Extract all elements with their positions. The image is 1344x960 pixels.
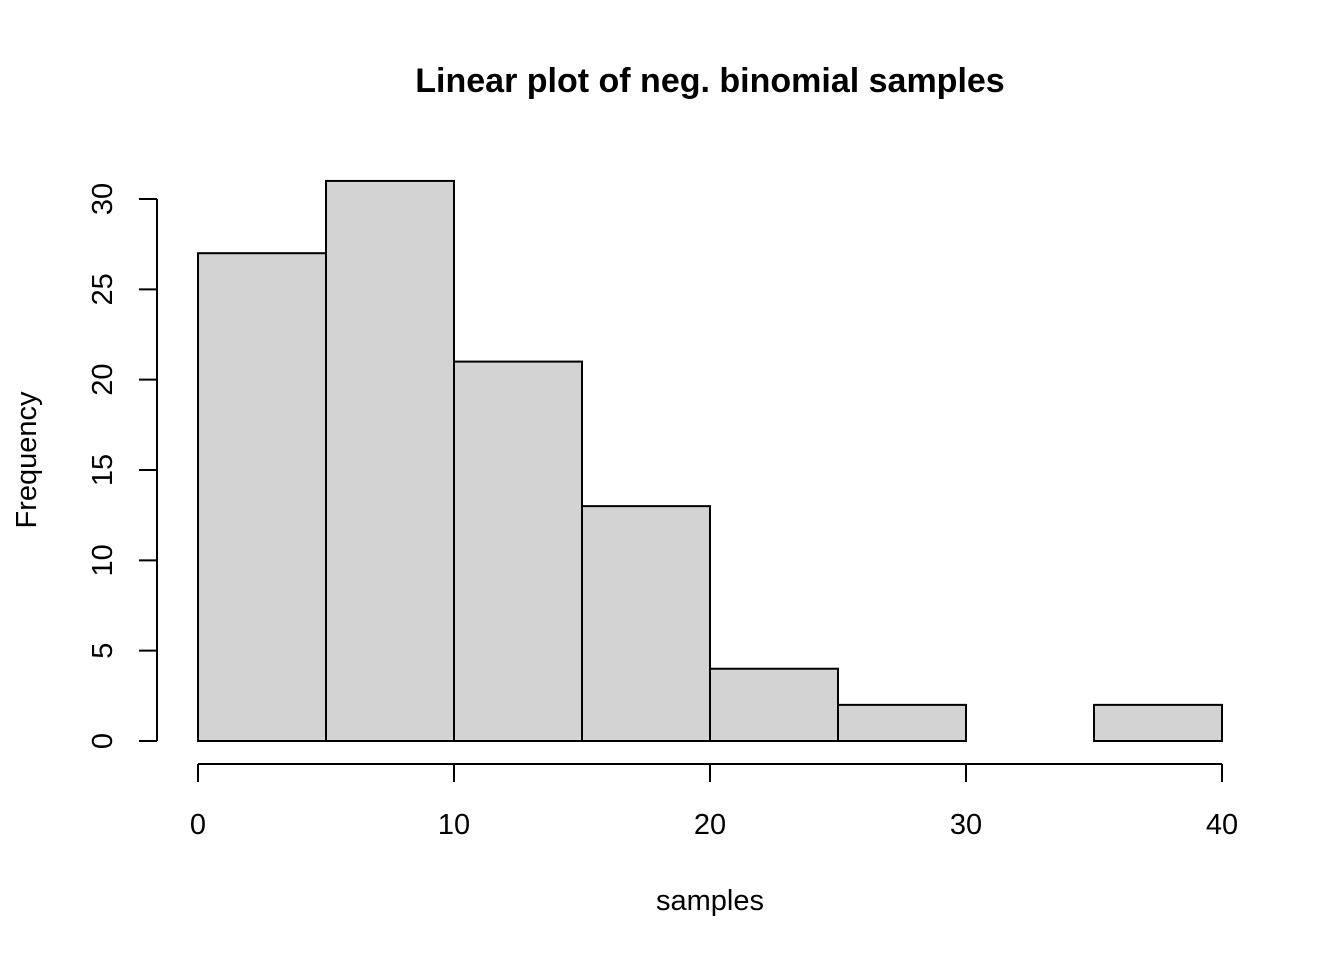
bars-group bbox=[197, 179, 1223, 743]
histogram-bar-1 bbox=[325, 179, 455, 742]
y-axis: 0 5 10 15 20 25 30 bbox=[87, 183, 158, 749]
y-tick-label-0: 0 bbox=[87, 733, 119, 749]
x-axis-label: samples bbox=[656, 885, 764, 917]
x-tick-label-40: 40 bbox=[1206, 809, 1238, 841]
x-tick-label-10: 10 bbox=[438, 809, 470, 841]
y-tick-label-5: 5 bbox=[87, 643, 119, 659]
histogram-bar-5 bbox=[837, 703, 967, 742]
histogram-bar-7 bbox=[1093, 703, 1223, 742]
y-tick-label-15: 15 bbox=[87, 454, 119, 486]
histogram-bar-0 bbox=[197, 252, 327, 742]
histogram-bar-4 bbox=[709, 667, 839, 743]
x-axis: 0 10 20 30 40 bbox=[190, 763, 1238, 841]
y-tick-label-20: 20 bbox=[87, 364, 119, 396]
y-axis-label: Frequency bbox=[11, 391, 43, 529]
y-tick-label-25: 25 bbox=[87, 273, 119, 305]
x-tick-label-30: 30 bbox=[950, 809, 982, 841]
y-tick-label-30: 30 bbox=[87, 183, 119, 215]
histogram-bar-2 bbox=[453, 360, 583, 742]
x-tick-label-0: 0 bbox=[190, 809, 206, 841]
chart-title: Linear plot of neg. binomial samples bbox=[415, 62, 1004, 100]
y-tick-label-10: 10 bbox=[87, 544, 119, 576]
x-tick-label-20: 20 bbox=[694, 809, 726, 841]
histogram-bar-3 bbox=[581, 505, 711, 742]
